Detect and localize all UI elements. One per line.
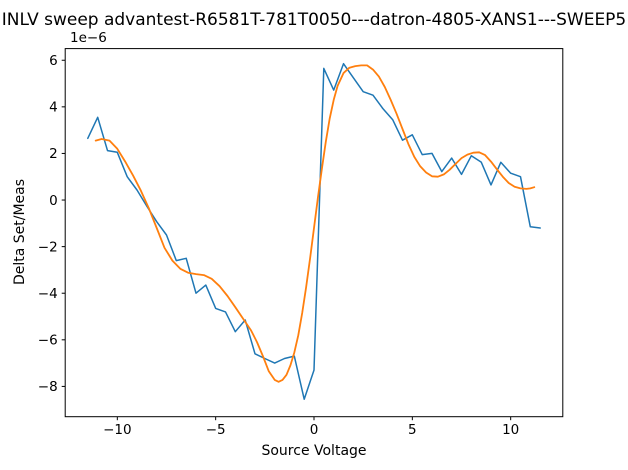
y-axis-label: Delta Set/Meas — [12, 179, 28, 285]
y-tick-label: −6 — [38, 333, 58, 349]
y-tick-label: 6 — [49, 53, 58, 69]
series-delta-smoothed — [94, 64, 536, 383]
y-tick-label: −2 — [38, 239, 58, 255]
y-tick-label: 4 — [49, 100, 58, 116]
x-tick-label: −5 — [206, 422, 226, 438]
plot-lines — [87, 62, 541, 400]
series-delta-raw — [87, 62, 541, 400]
x-axis-label: Source Voltage — [261, 443, 366, 459]
y-axis-offset-text: 1e−6 — [70, 30, 107, 46]
x-tick-label: 10 — [502, 422, 519, 438]
x-tick-label: 0 — [310, 422, 319, 438]
y-tick-label: −4 — [38, 286, 58, 302]
y-tick-label: 2 — [49, 146, 58, 162]
y-tick-label: −8 — [38, 379, 58, 395]
chart-title: INLV sweep advantest-R6581T-781T0050---d… — [2, 10, 627, 30]
x-tick-label: 5 — [408, 422, 417, 438]
y-tick-label: 0 — [49, 193, 58, 209]
x-tick-label: −10 — [103, 422, 132, 438]
axes-layer: −10 −5 0 5 10 6 4 2 0 −2 −4 −6 −8 — [38, 48, 564, 438]
